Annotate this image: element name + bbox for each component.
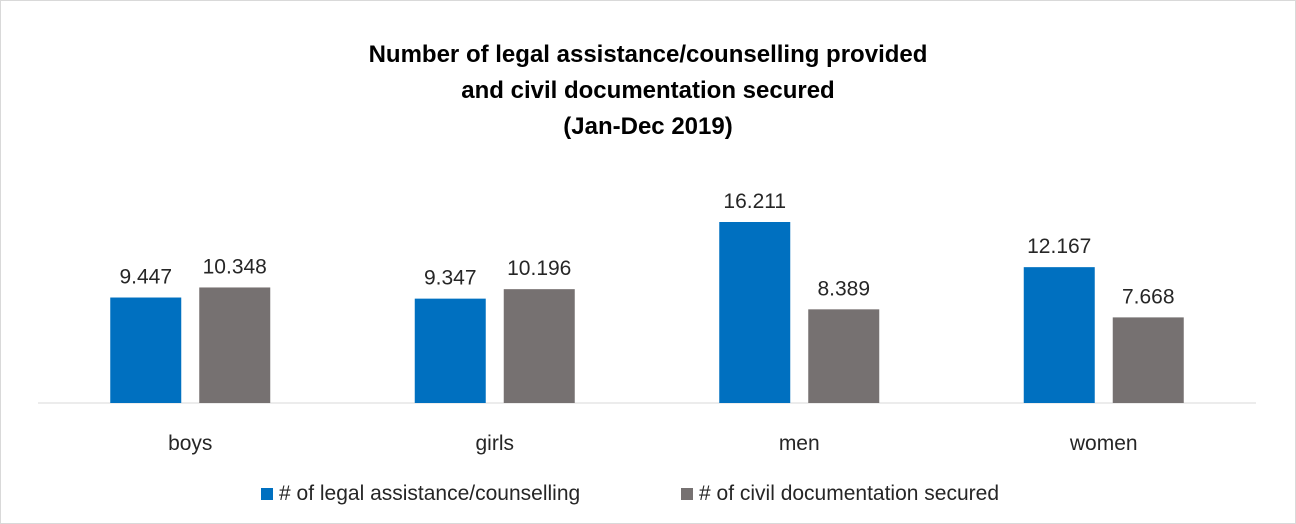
legend-item-civil-documentation: # of civil documentation secured [681, 482, 999, 506]
chart-title-line-1: Number of legal assistance/counselling p… [368, 41, 928, 68]
category-label-boys: boys [168, 432, 212, 455]
chart-legend: # of legal assistance/counselling # of c… [0, 482, 1296, 512]
bar-men-series-2 [808, 309, 880, 403]
legend-item-legal-assistance: # of legal assistance/counselling [261, 482, 580, 506]
bar-girls-series-1 [414, 298, 486, 403]
legend-label-civil-documentation: # of civil documentation secured [699, 482, 999, 505]
bar-women-series-2 [1112, 317, 1184, 403]
bar-girls-series-2 [503, 289, 575, 403]
data-label-women-series-1: 12.167 [1027, 235, 1091, 258]
data-label-girls-series-2: 10.196 [507, 257, 571, 280]
legend-swatch-civil-documentation [681, 488, 693, 500]
bar-women-series-1 [1023, 267, 1095, 403]
data-label-women-series-2: 7.668 [1122, 285, 1175, 308]
bar-boys-series-1 [110, 297, 182, 403]
chart-title-line-3: (Jan-Dec 2019) [563, 113, 733, 140]
data-label-boys-series-1: 9.447 [119, 266, 172, 289]
category-label-men: men [779, 432, 820, 455]
legend-label-legal-assistance: # of legal assistance/counselling [279, 482, 581, 505]
bar-boys-series-2 [199, 287, 271, 403]
chart-title-line-2: and civil documentation secured [461, 77, 835, 104]
data-label-girls-series-1: 9.347 [424, 267, 477, 290]
data-label-boys-series-2: 10.348 [203, 255, 267, 278]
category-label-women: women [1069, 432, 1138, 455]
category-label-girls: girls [475, 432, 514, 455]
bar-men-series-1 [719, 222, 791, 403]
legend-swatch-legal-assistance [261, 488, 273, 500]
data-label-men-series-2: 8.389 [817, 277, 870, 300]
data-label-men-series-1: 16.211 [723, 190, 786, 213]
